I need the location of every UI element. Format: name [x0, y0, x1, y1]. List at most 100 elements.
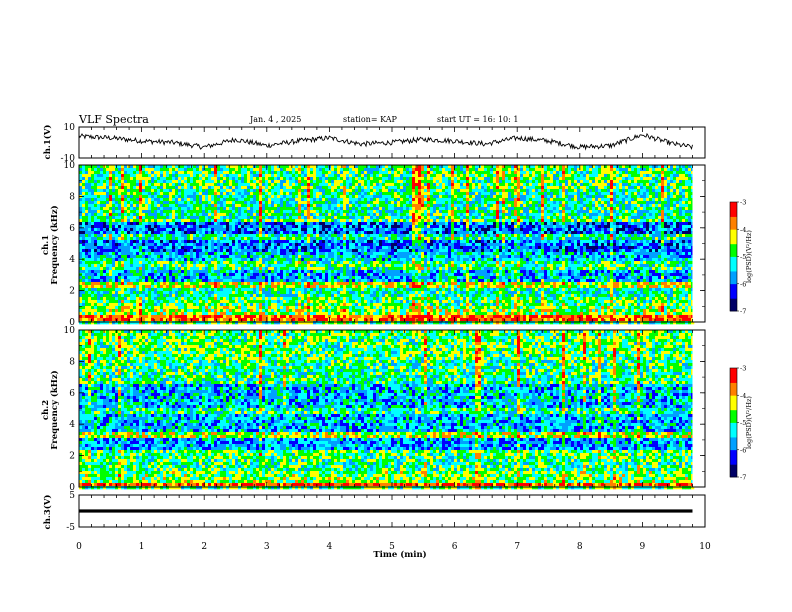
- ch1-spectrogram-cell: [148, 234, 152, 238]
- ch1-spectrogram-cell: [592, 231, 596, 235]
- ch1-spectrogram-cell: [190, 231, 194, 235]
- ch1-spectrogram-cell: [685, 228, 689, 232]
- ch1-spectrogram-cell: [88, 216, 92, 220]
- ch1-spectrogram-cell: [664, 186, 668, 190]
- ch1-spectrogram-cell: [232, 231, 236, 235]
- ch1-spectrogram-cell: [253, 183, 257, 187]
- ch1-spectrogram-cell: [379, 192, 383, 196]
- ch1-spectrogram-cell: [502, 189, 506, 193]
- ch1-spectrogram-cell: [388, 234, 392, 238]
- ch1-spectrogram-cell: [292, 180, 296, 184]
- ch1-spectrogram-cell: [553, 180, 557, 184]
- ch1-spectrogram-cell: [376, 171, 380, 175]
- ch1-spectrogram-cell: [124, 210, 128, 214]
- ch1-spectrogram-cell: [466, 174, 470, 178]
- ch1-spectrogram-cell: [292, 216, 296, 220]
- ch1-spectrogram-cell: [679, 168, 683, 172]
- ch1-spectrogram-cell: [295, 201, 299, 205]
- ch1-spectrogram-cell: [355, 189, 359, 193]
- ch1-spectrogram-cell: [331, 195, 335, 199]
- ch1-spectrogram-cell: [199, 186, 203, 190]
- ch1-spectrogram-cell: [295, 192, 299, 196]
- ch1-spectrogram-cell: [547, 216, 551, 220]
- ch1-spectrogram-cell: [352, 180, 356, 184]
- ch1-spectrogram-cell: [445, 201, 449, 205]
- ch1-spectrogram-cell: [541, 213, 545, 217]
- ch1-spectrogram-cell: [259, 228, 263, 232]
- ch1-spectrogram-cell: [328, 216, 332, 220]
- ch1-spectrogram-cell: [607, 228, 611, 232]
- ch1-spectrogram-cell: [526, 234, 530, 238]
- ch1-spectrogram-cell: [157, 210, 161, 214]
- ch1-spectrogram-cell: [313, 198, 317, 202]
- ch1-spectrogram-cell: [457, 207, 461, 211]
- ch1-spectrogram-cell: [460, 207, 464, 211]
- ch1-spectrogram-cell: [610, 228, 614, 232]
- ch1-spectrogram-cell: [439, 177, 443, 181]
- ch1-spectrogram-cell: [79, 177, 83, 181]
- ch1-spectrogram-cell: [340, 168, 344, 172]
- ch1-spectrogram-cell: [166, 213, 170, 217]
- ch1-spectrogram-cell: [247, 219, 251, 223]
- ch1-spectrogram-cell: [424, 228, 428, 232]
- ch1-spectrogram-cell: [226, 210, 230, 214]
- ch1-spectrogram-cell: [658, 198, 662, 202]
- ch1-spectrogram-cell: [421, 168, 425, 172]
- ch1-spectrogram-cell: [244, 219, 248, 223]
- ch1-spectrogram-cell: [625, 174, 629, 178]
- ch1-spectrogram-cell: [370, 201, 374, 205]
- ch1-spectrogram-cell: [466, 198, 470, 202]
- ch1-spectrogram-cell: [310, 183, 314, 187]
- ch1-spectrogram-cell: [202, 216, 206, 220]
- ch1-spectrogram-cell: [190, 216, 194, 220]
- ch1-spectrogram-cell: [568, 204, 572, 208]
- ch1-spectrogram-cell: [370, 171, 374, 175]
- ch1-spectrogram-cell: [415, 207, 419, 211]
- ch1-spectrogram-cell: [670, 165, 674, 169]
- ch1-spectrogram-cell: [559, 204, 563, 208]
- ch1-spectrogram-cell: [475, 171, 479, 175]
- ch1-spectrogram-cell: [565, 174, 569, 178]
- ch1-spectrogram-cell: [487, 174, 491, 178]
- ch1-spectrogram-cell: [619, 174, 623, 178]
- ch1-spectrogram-cell: [286, 186, 290, 190]
- ch1-spectrogram-cell: [457, 177, 461, 181]
- ch1-spectrogram-cell: [424, 219, 428, 223]
- ch1-spectrogram-cell: [154, 210, 158, 214]
- ch1-spectrogram-cell: [646, 204, 650, 208]
- ch1-spectrogram-cell: [556, 177, 560, 181]
- ch1-spectrogram-cell: [337, 219, 341, 223]
- ch1-spectrogram-cell: [151, 213, 155, 217]
- ch1-spectrogram-cell: [130, 168, 134, 172]
- ch1-spectrogram-cell: [157, 192, 161, 196]
- ch1-spectrogram-cell: [625, 168, 629, 172]
- ch1-spectrogram-cell: [442, 192, 446, 196]
- ch1-spectrogram-cell: [355, 192, 359, 196]
- ch1-spectrogram-cell: [112, 225, 116, 229]
- ch1-spectrogram-cell: [553, 192, 557, 196]
- ch1-spectrogram-cell: [298, 177, 302, 181]
- ch1-spectrogram-cell: [394, 186, 398, 190]
- ch1-spectrogram-cell: [127, 228, 131, 232]
- ch1-spectrogram-cell: [151, 219, 155, 223]
- ch1-spectrogram-cell: [511, 204, 515, 208]
- ch1-spectrogram-cell: [559, 216, 563, 220]
- ch1-spectrogram-cell: [634, 219, 638, 223]
- ch1-spectrogram-cell: [196, 228, 200, 232]
- ch1-spectrogram-cell: [220, 222, 224, 226]
- ch1-spectrogram-cell: [334, 192, 338, 196]
- ch1-spectrogram-cell: [637, 192, 641, 196]
- ch1-spectrogram-cell: [349, 174, 353, 178]
- ch1-spectrogram-cell: [130, 195, 134, 199]
- ch1-spectrogram-cell: [562, 189, 566, 193]
- ch1-spectrogram-cell: [541, 225, 545, 229]
- ch1-spectrogram-cell: [193, 219, 197, 223]
- ch1-spectrogram-cell: [562, 174, 566, 178]
- ch1-spectrogram-cell: [382, 216, 386, 220]
- ch1-spectrogram-cell: [121, 225, 125, 229]
- ch1-spectrogram-cell: [301, 174, 305, 178]
- ch1-spectrogram-cell: [484, 174, 488, 178]
- ch1-spectrogram-cell: [274, 213, 278, 217]
- ch1-spectrogram-cell: [118, 165, 122, 169]
- ch1-spectrogram-cell: [127, 195, 131, 199]
